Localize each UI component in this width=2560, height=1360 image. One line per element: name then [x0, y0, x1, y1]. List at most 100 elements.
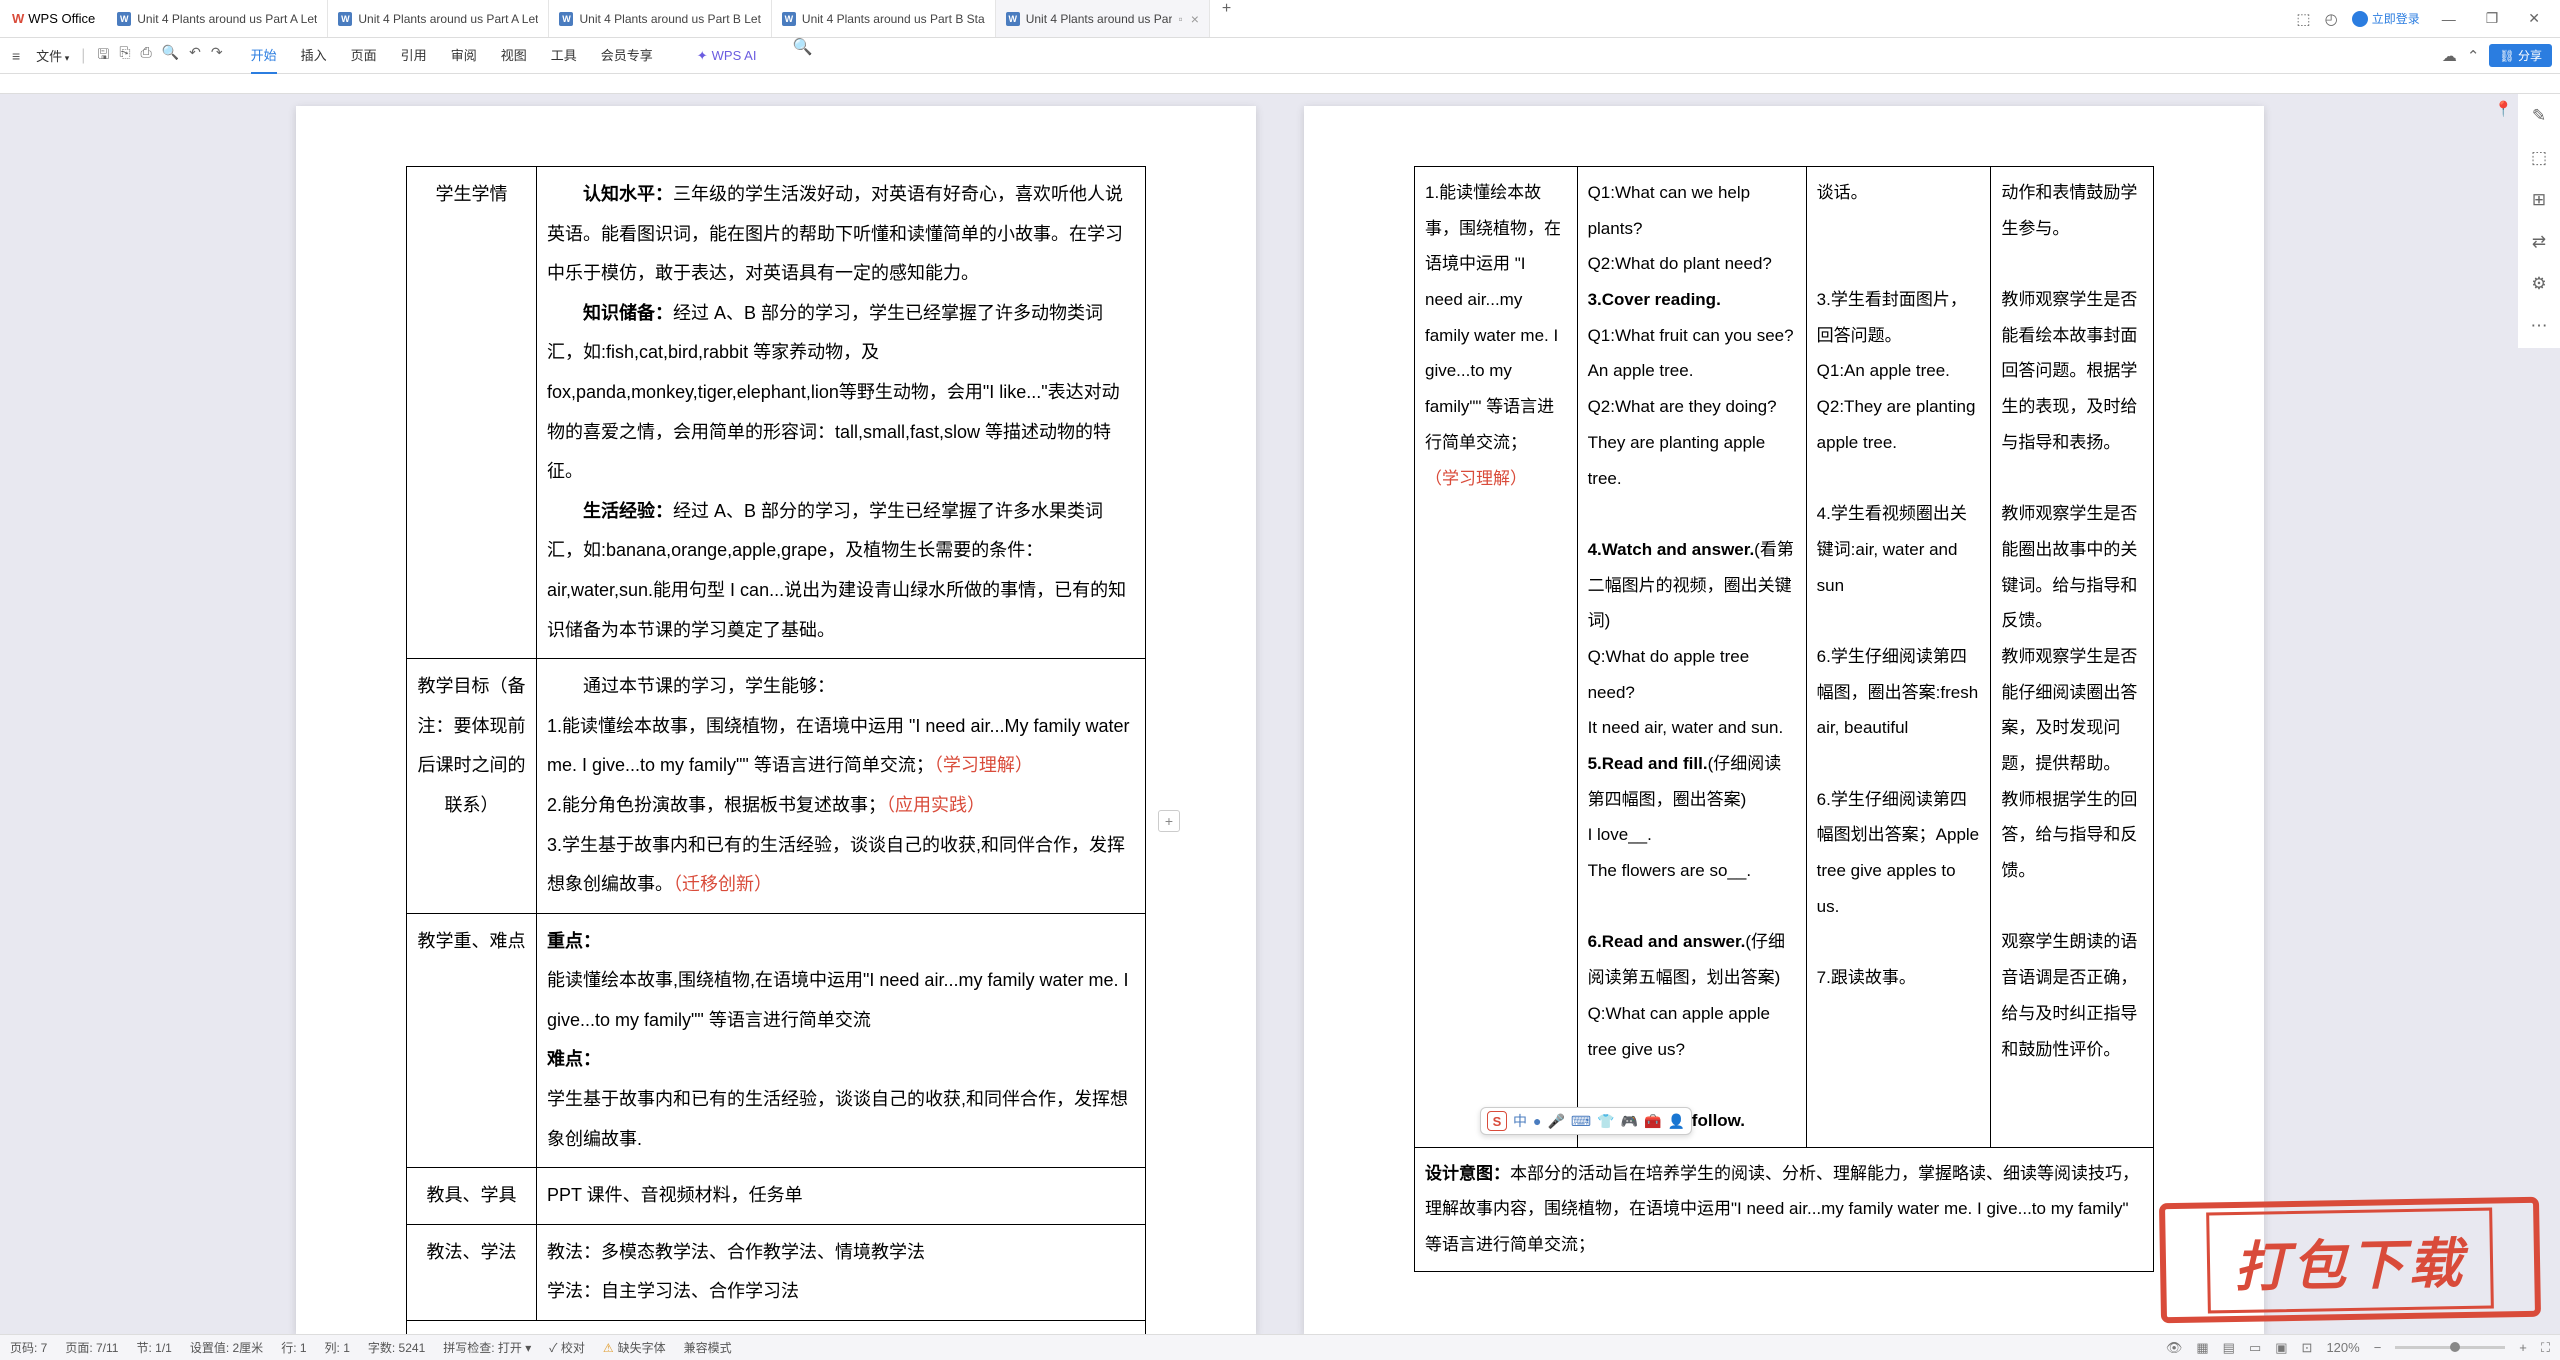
pencil-icon[interactable]: ✎ [2532, 106, 2546, 126]
zoom-out-icon[interactable]: − [2374, 1340, 2382, 1355]
titlebar-right: ⬚ ◴ 立即登录 — ❐ ✕ [2284, 10, 2560, 28]
app-logo[interactable]: W WPS Office [0, 11, 107, 26]
status-setval[interactable]: 设置值: 2厘米 [190, 1339, 263, 1356]
zoom-slider[interactable] [2395, 1346, 2505, 1349]
collapse-ribbon-icon[interactable]: ⌃ [2467, 47, 2480, 65]
ime-lang[interactable]: 中 [1513, 1111, 1527, 1131]
redo-icon[interactable]: ↷ [211, 44, 223, 68]
export-icon[interactable]: ⎘ [119, 44, 130, 68]
app-name: WPS Office [28, 11, 95, 26]
file-menu[interactable]: 文件 [28, 46, 77, 65]
menu-start[interactable]: 开始 [251, 37, 277, 74]
ocr-icon[interactable]: ⊞ [2532, 190, 2546, 210]
tab-2[interactable]: WUnit 4 Plants around us Part B Let [549, 0, 771, 37]
cell-methods-label: 教法、学法 [407, 1224, 537, 1320]
status-proof[interactable]: ✓ 校对 [549, 1339, 585, 1356]
cell-tools-content: PPT 课件、音视频材料，任务单 [537, 1168, 1146, 1225]
fullscreen-icon[interactable]: ⛶ [2541, 1340, 2550, 1356]
tab-0[interactable]: WUnit 4 Plants around us Part A Let [107, 0, 328, 37]
save-icon[interactable]: 🖫 [97, 44, 109, 68]
cube-icon[interactable]: ⬚ [2296, 10, 2310, 28]
menu-left: ≡ 文件 | 🖫 ⎘ ⎙ 🔍 ↶ ↷ [8, 44, 223, 68]
search-icon[interactable]: 🔍 [792, 37, 812, 74]
menu-reference[interactable]: 引用 [401, 37, 427, 74]
zoom-in-icon[interactable]: + [2519, 1340, 2527, 1355]
ime-game-icon[interactable]: 🎮 [1621, 1113, 1638, 1130]
menu-member[interactable]: 会员专享 [601, 37, 653, 74]
settings-icon[interactable]: ⚙ [2531, 274, 2546, 294]
doc-icon: W [782, 12, 796, 26]
more-icon[interactable]: ⋯ [2531, 316, 2548, 336]
zoom-value[interactable]: 120% [2326, 1340, 2359, 1355]
sparkle-icon: ✦ [697, 48, 708, 64]
document-tabs: WUnit 4 Plants around us Part A Let WUni… [107, 0, 2284, 37]
menu-page[interactable]: 页面 [351, 37, 377, 74]
ime-tshirt-icon[interactable]: 👕 [1597, 1113, 1614, 1130]
print-icon[interactable]: ⎙ [141, 44, 152, 68]
doc-icon: W [1006, 12, 1020, 26]
add-page-button[interactable]: + [1158, 810, 1180, 832]
status-missing-font[interactable]: ⚠缺失字体 [603, 1339, 666, 1356]
view-outline-icon[interactable]: ▤ [2223, 1340, 2235, 1356]
ime-voice-icon[interactable]: 🎤 [1547, 1113, 1564, 1130]
preview-icon[interactable]: 🔍 [162, 44, 179, 68]
status-page[interactable]: 页码: 7 [10, 1339, 47, 1356]
tab-1[interactable]: WUnit 4 Plants around us Part A Let [328, 0, 549, 37]
download-stamp[interactable]: 打包下载 [2159, 1197, 2541, 1324]
tab-4-active[interactable]: WUnit 4 Plants around us Par▫× [996, 0, 1210, 37]
zoom-thumb[interactable] [2450, 1342, 2460, 1352]
ime-keyboard-icon[interactable]: ⌨ [1571, 1113, 1591, 1130]
menu-review[interactable]: 审阅 [451, 37, 477, 74]
menubar: ≡ 文件 | 🖫 ⎘ ⎙ 🔍 ↶ ↷ 开始 插入 页面 引用 审阅 视图 工具 … [0, 38, 2560, 74]
tab-3[interactable]: WUnit 4 Plants around us Part B Sta [772, 0, 996, 37]
status-section[interactable]: 节: 1/1 [136, 1339, 171, 1356]
minimize-button[interactable]: — [2434, 11, 2464, 27]
p2-c4: 动作和表情鼓励学生参与。 教师观察学生是否能看绘本故事封面回答问题。根据学生的表… [1991, 167, 2154, 1148]
menu-insert[interactable]: 插入 [301, 37, 327, 74]
menu-items: 开始 插入 页面 引用 审阅 视图 工具 会员专享 ✦WPS AI 🔍 [251, 37, 813, 74]
cell-keypoints-label: 教学重、难点 [407, 913, 537, 1168]
login-button[interactable]: 立即登录 [2352, 10, 2420, 27]
cloud-icon[interactable]: ☁ [2442, 47, 2457, 65]
pin-icon[interactable]: 📍 [2494, 100, 2512, 118]
select-icon[interactable]: ⬚ [2531, 148, 2547, 168]
cell-methods-content: 教法：多模态教学法、合作教学法、情境教学法 学法：自主学习法、合作学习法 [537, 1224, 1146, 1320]
status-row[interactable]: 行: 1 [281, 1339, 306, 1356]
close-button[interactable]: ✕ [2520, 10, 2548, 27]
menu-tools[interactable]: 工具 [551, 37, 577, 74]
hamburger-icon[interactable]: ≡ [8, 48, 24, 64]
undo-icon[interactable]: ↶ [189, 44, 201, 68]
lesson-plan-table-2: 1.能读懂绘本故事，围绕植物，在语境中运用 "I need air...my f… [1414, 166, 2154, 1272]
status-col[interactable]: 列: 1 [325, 1339, 350, 1356]
wps-ai-button[interactable]: ✦WPS AI [697, 37, 757, 74]
zoom-fit-icon[interactable]: ⊡ [2302, 1340, 2313, 1356]
share-button[interactable]: ⛓ 分享 [2489, 44, 2552, 67]
view-page-icon[interactable]: ▦ [2196, 1340, 2208, 1356]
cell-student-analysis-content: 认知水平：三年级的学生活泼好动，对英语有好奇心，喜欢听他人说英语。能看图识词，能… [537, 167, 1146, 659]
status-compat[interactable]: 兼容模式 [684, 1339, 732, 1356]
view-read-icon[interactable]: ▣ [2275, 1340, 2287, 1356]
close-icon[interactable]: × [1191, 11, 1199, 27]
avatar-icon [2352, 11, 2368, 27]
p2-c1: 1.能读懂绘本故事，围绕植物，在语境中运用 "I need air...my f… [1415, 167, 1578, 1148]
ime-toolbar[interactable]: S 中 ● 🎤 ⌨ 👕 🎮 🧰 👤 [1480, 1107, 1692, 1135]
view-web-icon[interactable]: ▭ [2249, 1340, 2261, 1356]
ruler[interactable] [0, 74, 2560, 94]
cell-goals-content: 通过本节课的学习，学生能够： 1.能读懂绘本故事，围绕植物，在语境中运用 "I … [537, 659, 1146, 914]
maximize-button[interactable]: ❐ [2478, 10, 2507, 27]
menu-view[interactable]: 视图 [501, 37, 527, 74]
sogou-logo-icon[interactable]: S [1487, 1111, 1507, 1131]
tab-menu-icon[interactable]: ▫ [1178, 12, 1182, 26]
status-pages[interactable]: 页面: 7/11 [65, 1339, 118, 1356]
document-area[interactable]: 学生学情 认知水平：三年级的学生活泼好动，对英语有好奇心，喜欢听他人说英语。能看… [0, 94, 2560, 1334]
status-words[interactable]: 字数: 5241 [368, 1339, 425, 1356]
ime-account-icon[interactable]: 👤 [1667, 1113, 1684, 1130]
translate-icon[interactable]: ⇄ [2532, 232, 2546, 252]
clock-icon[interactable]: ◴ [2325, 10, 2338, 28]
ime-punct-icon[interactable]: ● [1533, 1113, 1541, 1129]
status-spell[interactable]: 拼写检查: 打开 ▾ [443, 1339, 531, 1356]
ime-toolbox-icon[interactable]: 🧰 [1644, 1113, 1661, 1130]
p2-c3: 谈话。 3.学生看封面图片，回答问题。 Q1:An apple tree. Q2… [1806, 167, 1991, 1148]
new-tab-button[interactable]: + [1210, 0, 1243, 37]
view-eye-icon[interactable]: 👁 [2166, 1340, 2183, 1356]
